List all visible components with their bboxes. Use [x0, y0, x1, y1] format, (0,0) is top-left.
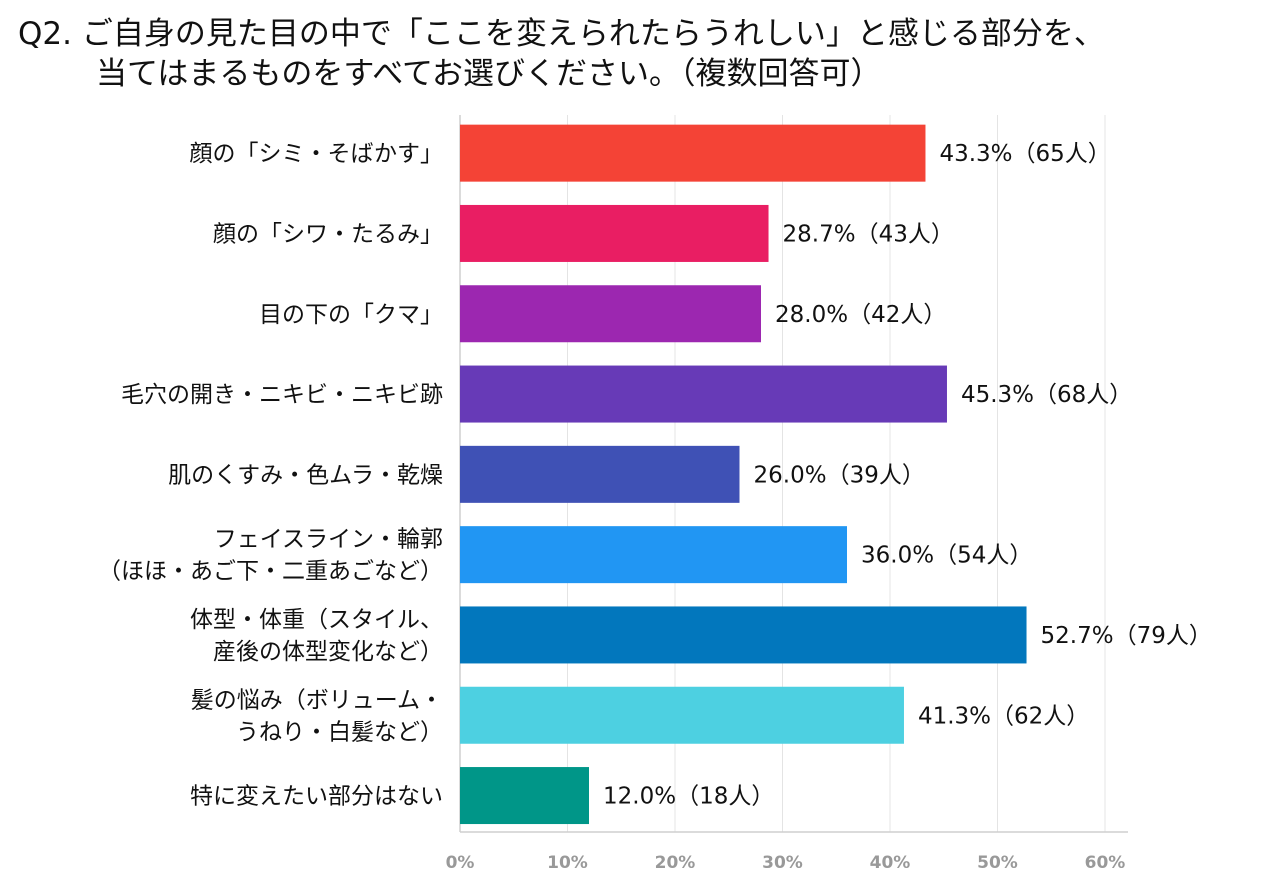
category-label: フェイスライン・輪郭 （ほほ・あご下・二重あごなど）: [98, 527, 443, 585]
bar: [460, 526, 847, 584]
chart-title: Q2. ご自身の見た目の中で「ここを変えられたらうれしい」と感じる部分を、 当て…: [18, 14, 1268, 94]
bar: [460, 365, 947, 423]
bar-value-label: 28.7%（43人）: [783, 221, 954, 247]
x-tick-label: 20%: [655, 853, 696, 873]
bar-value-label: 43.3%（65人）: [939, 141, 1110, 167]
bar: [460, 204, 769, 262]
bar-value-label: 45.3%（68人）: [961, 382, 1132, 408]
title-line-2: 当てはまるものをすべてお選びください。（複数回答可）: [96, 56, 882, 92]
category-label: 顔の「シワ・たるみ」: [213, 221, 443, 247]
x-tick-label: 50%: [977, 853, 1018, 873]
x-tick-label: 40%: [870, 853, 911, 873]
bar-value-label: 26.0%（39人）: [754, 462, 925, 488]
category-label-line: 特に変えたい部分はない: [190, 784, 443, 810]
category-label-line: 産後の体型変化など）: [213, 639, 443, 665]
category-label-line: 顔の「シワ・たるみ」: [213, 221, 443, 247]
x-tick-label: 10%: [547, 853, 588, 873]
x-tick-label: 60%: [1085, 853, 1126, 873]
bar: [460, 686, 904, 744]
bar: [460, 606, 1027, 664]
x-tick-label: 30%: [762, 853, 803, 873]
bar-value-label: 52.7%（79人）: [1041, 623, 1212, 649]
bar: [460, 445, 740, 503]
category-label: 目の下の「クマ」: [259, 302, 443, 328]
category-label-line: 毛穴の開き・ニキビ・ニキビ跡: [121, 382, 443, 408]
category-label-line: フェイスライン・輪郭: [214, 527, 443, 553]
category-label-line: 髪の悩み（ボリューム・: [191, 687, 443, 713]
bar-value-label: 36.0%（54人）: [861, 543, 1032, 569]
category-label: 特に変えたい部分はない: [190, 784, 443, 810]
category-label-line: 体型・体重（スタイル、: [190, 607, 443, 633]
bar-value-label: 28.0%（42人）: [775, 302, 946, 328]
bar: [460, 124, 926, 182]
category-label: 肌のくすみ・色ムラ・乾燥: [168, 462, 443, 488]
bar: [460, 767, 589, 825]
category-label: 顔の「シミ・そばかす」: [190, 141, 443, 167]
category-label-line: 肌のくすみ・色ムラ・乾燥: [168, 462, 443, 488]
category-label-line: うねり・白髪など）: [236, 719, 443, 745]
category-label-line: （ほほ・あご下・二重あごなど）: [98, 559, 443, 585]
bar-value-label: 12.0%（18人）: [603, 784, 774, 810]
x-tick-label: 0%: [446, 853, 475, 873]
category-label: 体型・体重（スタイル、産後の体型変化など）: [190, 607, 443, 665]
category-label: 髪の悩み（ボリューム・うねり・白髪など）: [191, 687, 443, 745]
category-label-line: 目の下の「クマ」: [259, 302, 443, 328]
title-line-1: Q2. ご自身の見た目の中で「ここを変えられたらうれしい」と感じる部分を、: [18, 16, 1105, 52]
category-label: 毛穴の開き・ニキビ・ニキビ跡: [121, 382, 443, 408]
category-label-line: 顔の「シミ・そばかす」: [190, 141, 443, 167]
bar: [460, 285, 761, 343]
bar-value-label: 41.3%（62人）: [918, 703, 1089, 729]
